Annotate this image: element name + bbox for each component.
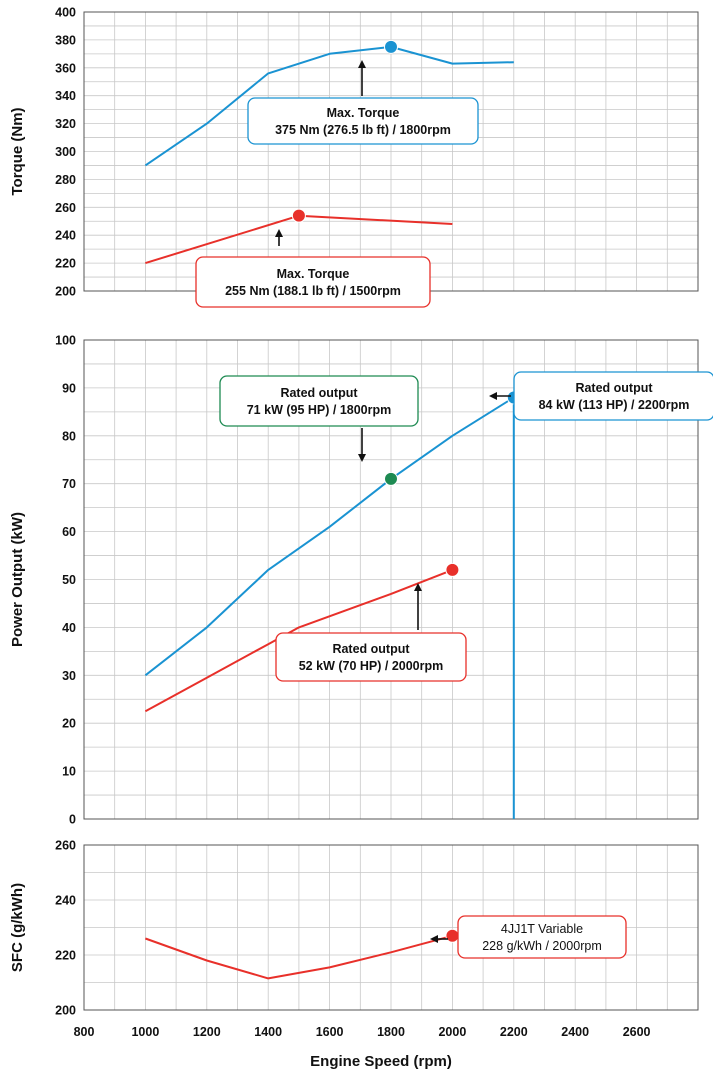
- y-tick-label: 50: [62, 573, 76, 587]
- annotation-label: 375 Nm (276.5 lb ft) / 1800rpm: [275, 123, 451, 137]
- annotation-label: Rated output: [575, 381, 653, 395]
- annotation-box: [457, 915, 627, 959]
- y-axis-title: Torque (Nm): [9, 107, 26, 195]
- plot-frame: [83, 339, 699, 820]
- x-tick-label: 2400: [561, 1025, 589, 1039]
- annotation-box: [195, 256, 431, 308]
- y-tick-label: 300: [55, 145, 76, 159]
- annotation-label: 71 kW (95 HP) / 1800rpm: [247, 403, 392, 417]
- x-axis-title: Engine Speed (rpm): [310, 1053, 452, 1070]
- highlight-point: [384, 471, 398, 486]
- y-tick-label: 380: [55, 33, 76, 47]
- annotation-box: [275, 632, 467, 682]
- annotation-box: [513, 371, 713, 421]
- panel-sfc: 200 220 240 260 SFC (g/kWh) 4JJ1T Variable 228…: [9, 839, 699, 1070]
- highlight-point: [291, 208, 306, 223]
- annotation-label: Rated output: [280, 386, 358, 400]
- annotation-box: [219, 375, 419, 427]
- y-tick-label: 20: [62, 717, 76, 731]
- y-tick-label: 260: [55, 839, 76, 853]
- annotation-label: 228 g/kWh / 2000rpm: [482, 939, 602, 953]
- x-tick-label: 1200: [193, 1025, 221, 1039]
- highlight-point: [445, 562, 460, 577]
- annotation-label: 255 Nm (188.1 lb ft) / 1500rpm: [225, 284, 401, 298]
- y-tick-label: 240: [55, 229, 76, 243]
- y-tick-label: 220: [55, 949, 76, 963]
- y-tick-label: 0: [69, 813, 76, 827]
- x-tick-label: 2200: [500, 1025, 528, 1039]
- y-tick-label: 10: [62, 765, 76, 779]
- annotation-label: 52 kW (70 HP) / 2000rpm: [299, 659, 444, 673]
- y-axis-title: SFC (g/kWh): [9, 883, 26, 972]
- series-line: [145, 934, 453, 980]
- annotation-label: Rated output: [332, 642, 410, 656]
- x-tick-label: 800: [74, 1025, 95, 1039]
- annotation-box: [247, 97, 479, 145]
- series-line: [144, 45, 514, 167]
- x-tick-label: 2000: [438, 1025, 466, 1039]
- x-tick-label: 1600: [316, 1025, 344, 1039]
- panel-power: 0 10 20 30 40 50 60 70 80 90 100 Power Output (kW) R…: [9, 334, 713, 827]
- annotation-label: 4JJ1T Variable: [501, 922, 583, 936]
- highlight-point: [445, 928, 460, 943]
- y-tick-label: 240: [55, 894, 76, 908]
- y-tick-label: 320: [55, 117, 76, 131]
- y-tick-label: 200: [55, 285, 76, 299]
- x-tick-label: 1400: [254, 1025, 282, 1039]
- highlight-point: [384, 39, 398, 54]
- y-tick-label: 60: [62, 525, 76, 539]
- y-tick-label: 30: [62, 669, 76, 683]
- y-tick-label: 70: [62, 477, 76, 491]
- y-tick-label: 400: [55, 6, 76, 20]
- plot-frame: [83, 844, 699, 1011]
- x-tick-label: 2600: [623, 1025, 651, 1039]
- annotation-label: Max. Torque: [277, 267, 350, 281]
- y-tick-label: 80: [62, 429, 76, 443]
- y-tick-label: 340: [55, 89, 76, 103]
- y-tick-label: 40: [62, 621, 76, 635]
- y-tick-label: 360: [55, 61, 76, 75]
- annotation-label: 84 kW (113 HP) / 2200rpm: [539, 398, 690, 412]
- y-tick-label: 90: [62, 381, 76, 395]
- y-tick-label: 280: [55, 173, 76, 187]
- panel-torque: 200 220 240 260 280 300 320 340 360 380 400 Torque …: [9, 6, 699, 308]
- y-tick-label: 200: [55, 1004, 76, 1018]
- annotation-label: Max. Torque: [327, 106, 400, 120]
- y-axis-title: Power Output (kW): [9, 512, 26, 647]
- series-line: [144, 396, 515, 819]
- y-tick-label: 260: [55, 201, 76, 215]
- y-tick-label: 100: [55, 334, 76, 348]
- y-tick-label: 220: [55, 257, 76, 271]
- x-tick-label: 1000: [131, 1025, 159, 1039]
- x-tick-label: 1800: [377, 1025, 405, 1039]
